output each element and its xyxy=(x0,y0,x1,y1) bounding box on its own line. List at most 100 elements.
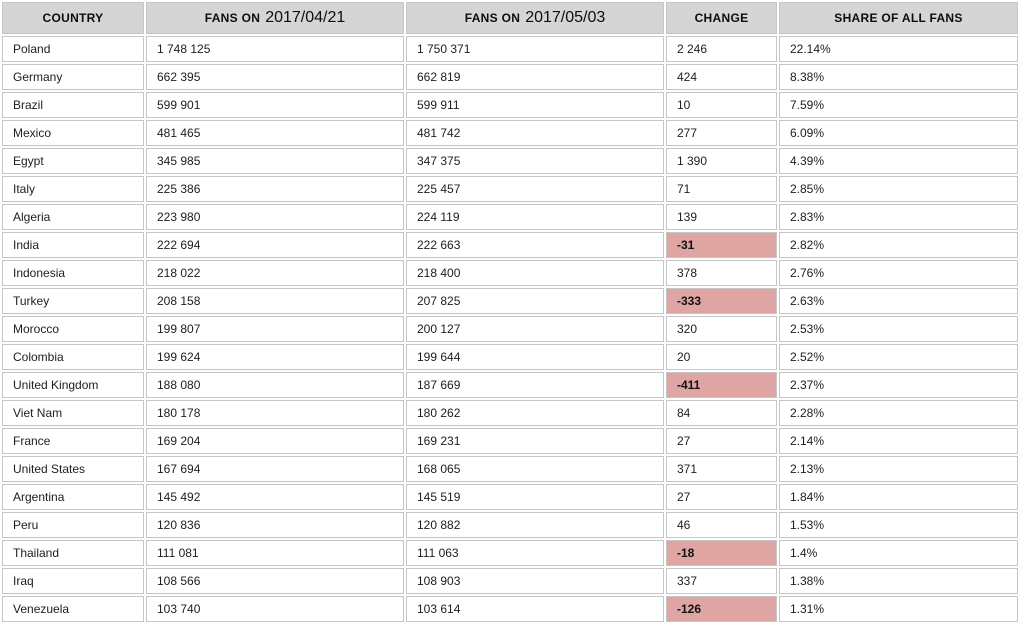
share-cell: 2.82% xyxy=(779,232,1018,258)
fans-2017-04-21-cell: 120 836 xyxy=(146,512,404,538)
change-cell: 27 xyxy=(666,428,777,454)
fans-2017-05-03-cell: 347 375 xyxy=(406,148,664,174)
fans-2017-05-03-cell: 111 063 xyxy=(406,540,664,566)
table-row: France 169 204 169 231 27 2.14% xyxy=(2,428,1018,454)
fans-2017-05-03-cell: 207 825 xyxy=(406,288,664,314)
fans-2017-04-21-cell: 167 694 xyxy=(146,456,404,482)
share-cell: 7.59% xyxy=(779,92,1018,118)
country-cell: Iraq xyxy=(2,568,144,594)
table-row: Venezuela 103 740 103 614 -126 1.31% xyxy=(2,596,1018,622)
table-row: Peru 120 836 120 882 46 1.53% xyxy=(2,512,1018,538)
table-row: Italy 225 386 225 457 71 2.85% xyxy=(2,176,1018,202)
share-cell: 6.09% xyxy=(779,120,1018,146)
change-cell: 378 xyxy=(666,260,777,286)
country-cell: Mexico xyxy=(2,120,144,146)
change-cell: -411 xyxy=(666,372,777,398)
fans-2017-05-03-cell: 145 519 xyxy=(406,484,664,510)
change-cell: 10 xyxy=(666,92,777,118)
change-cell: -126 xyxy=(666,596,777,622)
fans-2017-05-03-cell: 599 911 xyxy=(406,92,664,118)
fans-2017-05-03-cell: 180 262 xyxy=(406,400,664,426)
table-row: Turkey 208 158 207 825 -333 2.63% xyxy=(2,288,1018,314)
country-cell: Turkey xyxy=(2,288,144,314)
share-cell: 22.14% xyxy=(779,36,1018,62)
change-cell: 1 390 xyxy=(666,148,777,174)
fans-2017-04-21-cell: 1 748 125 xyxy=(146,36,404,62)
table-row: India 222 694 222 663 -31 2.82% xyxy=(2,232,1018,258)
change-cell: 2 246 xyxy=(666,36,777,62)
country-cell: India xyxy=(2,232,144,258)
share-cell: 4.39% xyxy=(779,148,1018,174)
change-cell: 27 xyxy=(666,484,777,510)
share-cell: 2.28% xyxy=(779,400,1018,426)
table-row: Indonesia 218 022 218 400 378 2.76% xyxy=(2,260,1018,286)
table-row: Egypt 345 985 347 375 1 390 4.39% xyxy=(2,148,1018,174)
change-cell: 424 xyxy=(666,64,777,90)
fans-2017-04-21-cell: 108 566 xyxy=(146,568,404,594)
table-row: Germany 662 395 662 819 424 8.38% xyxy=(2,64,1018,90)
fans-2017-05-03-cell: 481 742 xyxy=(406,120,664,146)
share-cell: 2.14% xyxy=(779,428,1018,454)
fans-2017-05-03-cell: 662 819 xyxy=(406,64,664,90)
change-cell: -31 xyxy=(666,232,777,258)
fans-2017-04-21-cell: 169 204 xyxy=(146,428,404,454)
share-cell: 1.4% xyxy=(779,540,1018,566)
fans-2017-04-21-cell: 199 624 xyxy=(146,344,404,370)
country-cell: Egypt xyxy=(2,148,144,174)
fans-2017-04-21-cell: 662 395 xyxy=(146,64,404,90)
share-cell: 8.38% xyxy=(779,64,1018,90)
fans-2017-05-03-cell: 187 669 xyxy=(406,372,664,398)
table-row: Colombia 199 624 199 644 20 2.52% xyxy=(2,344,1018,370)
column-header-fans-2017-05-03: FANS ON 2017/05/03 xyxy=(406,2,664,34)
share-cell: 2.83% xyxy=(779,204,1018,230)
column-header-share: SHARE OF ALL FANS xyxy=(779,2,1018,34)
change-cell: -18 xyxy=(666,540,777,566)
column-header-date: 2017/05/03 xyxy=(525,9,606,26)
fans-2017-05-03-cell: 218 400 xyxy=(406,260,664,286)
column-header-change: CHANGE xyxy=(666,2,777,34)
share-cell: 2.37% xyxy=(779,372,1018,398)
share-cell: 2.13% xyxy=(779,456,1018,482)
fans-2017-04-21-cell: 218 022 xyxy=(146,260,404,286)
country-cell: United States xyxy=(2,456,144,482)
country-cell: Germany xyxy=(2,64,144,90)
column-header-label: FANS ON xyxy=(204,11,261,25)
country-cell: France xyxy=(2,428,144,454)
fans-2017-04-21-cell: 199 807 xyxy=(146,316,404,342)
country-cell: Brazil xyxy=(2,92,144,118)
column-header-label: SHARE OF ALL FANS xyxy=(834,11,963,25)
change-cell: 20 xyxy=(666,344,777,370)
fans-2017-04-21-cell: 208 158 xyxy=(146,288,404,314)
share-cell: 1.38% xyxy=(779,568,1018,594)
share-cell: 2.76% xyxy=(779,260,1018,286)
fans-2017-05-03-cell: 199 644 xyxy=(406,344,664,370)
country-cell: United Kingdom xyxy=(2,372,144,398)
share-cell: 1.53% xyxy=(779,512,1018,538)
country-cell: Argentina xyxy=(2,484,144,510)
change-cell: 84 xyxy=(666,400,777,426)
fans-2017-05-03-cell: 225 457 xyxy=(406,176,664,202)
header-row: COUNTRY FANS ON 2017/04/21 FANS ON 2017/05… xyxy=(2,2,1018,34)
column-header-label: CHANGE xyxy=(694,11,749,25)
column-header-label: FANS ON xyxy=(464,11,521,25)
fans-2017-04-21-cell: 222 694 xyxy=(146,232,404,258)
country-cell: Peru xyxy=(2,512,144,538)
table-row: United Kingdom 188 080 187 669 -411 2.37… xyxy=(2,372,1018,398)
country-cell: Italy xyxy=(2,176,144,202)
share-cell: 2.52% xyxy=(779,344,1018,370)
table-row: Viet Nam 180 178 180 262 84 2.28% xyxy=(2,400,1018,426)
country-cell: Thailand xyxy=(2,540,144,566)
share-cell: 2.53% xyxy=(779,316,1018,342)
share-cell: 2.85% xyxy=(779,176,1018,202)
fans-2017-04-21-cell: 599 901 xyxy=(146,92,404,118)
table-row: United States 167 694 168 065 371 2.13% xyxy=(2,456,1018,482)
country-cell: Poland xyxy=(2,36,144,62)
change-cell: 46 xyxy=(666,512,777,538)
fans-2017-05-03-cell: 120 882 xyxy=(406,512,664,538)
fans-2017-05-03-cell: 200 127 xyxy=(406,316,664,342)
column-header-date: 2017/04/21 xyxy=(265,9,346,26)
change-cell: 320 xyxy=(666,316,777,342)
change-cell: -333 xyxy=(666,288,777,314)
table-body: Poland 1 748 125 1 750 371 2 246 22.14% … xyxy=(2,36,1018,622)
